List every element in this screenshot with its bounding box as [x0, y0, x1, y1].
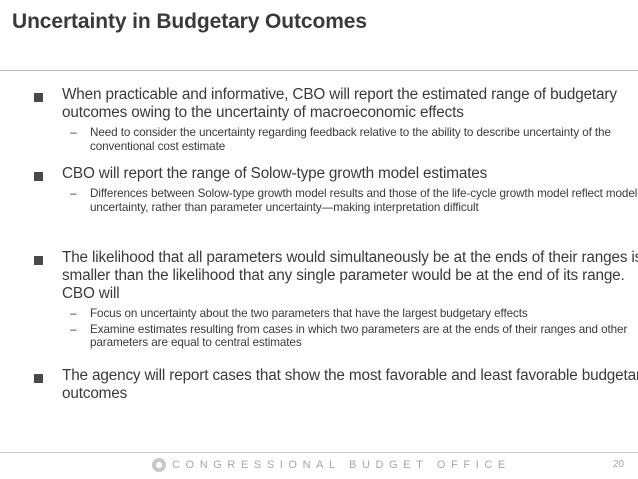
dash-bullet-icon: –: [70, 306, 77, 320]
bullet-text: CBO will report the range of Solow-type …: [62, 165, 488, 182]
bullet-item: CBO will report the range of Solow-type …: [22, 165, 638, 216]
dash-bullet-icon: –: [70, 125, 77, 139]
title-divider: [0, 70, 638, 71]
sub-bullet-text: Differences between Solow-type growth mo…: [90, 187, 638, 214]
sub-bullet-text: Need to consider the uncertainty regardi…: [90, 126, 611, 153]
sub-bullet-text: Examine estimates resulting from cases i…: [90, 322, 628, 350]
footer-divider: [0, 452, 638, 453]
square-bullet-icon: [34, 256, 43, 265]
bullet-text: When practicable and informative, CBO wi…: [62, 86, 617, 121]
square-bullet-icon: [34, 172, 43, 181]
sub-bullet-list: – Need to consider the uncertainty regar…: [62, 125, 638, 153]
cbo-logo-icon: [152, 458, 166, 472]
sub-bullet-list: – Focus on uncertainty about the two par…: [62, 306, 638, 350]
footer-organization: CONGRESSIONAL BUDGET OFFICE: [172, 459, 511, 471]
bullet-text: The likelihood that all parameters would…: [62, 249, 638, 302]
dash-bullet-icon: –: [70, 186, 77, 200]
bullet-text: The agency will report cases that show t…: [62, 367, 638, 402]
sub-bullet-item: – Need to consider the uncertainty regar…: [62, 125, 638, 153]
cbo-logo-inner: [156, 462, 162, 468]
sub-bullet-item: – Focus on uncertainty about the two par…: [62, 306, 638, 321]
page-number: 20: [612, 459, 624, 470]
slide-title: Uncertainty in Budgetary Outcomes: [12, 10, 367, 33]
square-bullet-icon: [34, 374, 43, 383]
dash-bullet-icon: –: [70, 321, 77, 336]
sub-bullet-list: – Differences between Solow-type growth …: [62, 186, 638, 214]
square-bullet-icon: [34, 93, 43, 102]
bullet-item: The agency will report cases that show t…: [22, 367, 638, 403]
bullet-item: When practicable and informative, CBO wi…: [22, 86, 638, 155]
sub-bullet-item: – Differences between Solow-type growth …: [62, 186, 638, 214]
sub-bullet-text: Focus on uncertainty about the two param…: [90, 307, 528, 320]
bullet-item: The likelihood that all parameters would…: [22, 249, 638, 352]
sub-bullet-item: – Examine estimates resulting from cases…: [62, 321, 638, 350]
